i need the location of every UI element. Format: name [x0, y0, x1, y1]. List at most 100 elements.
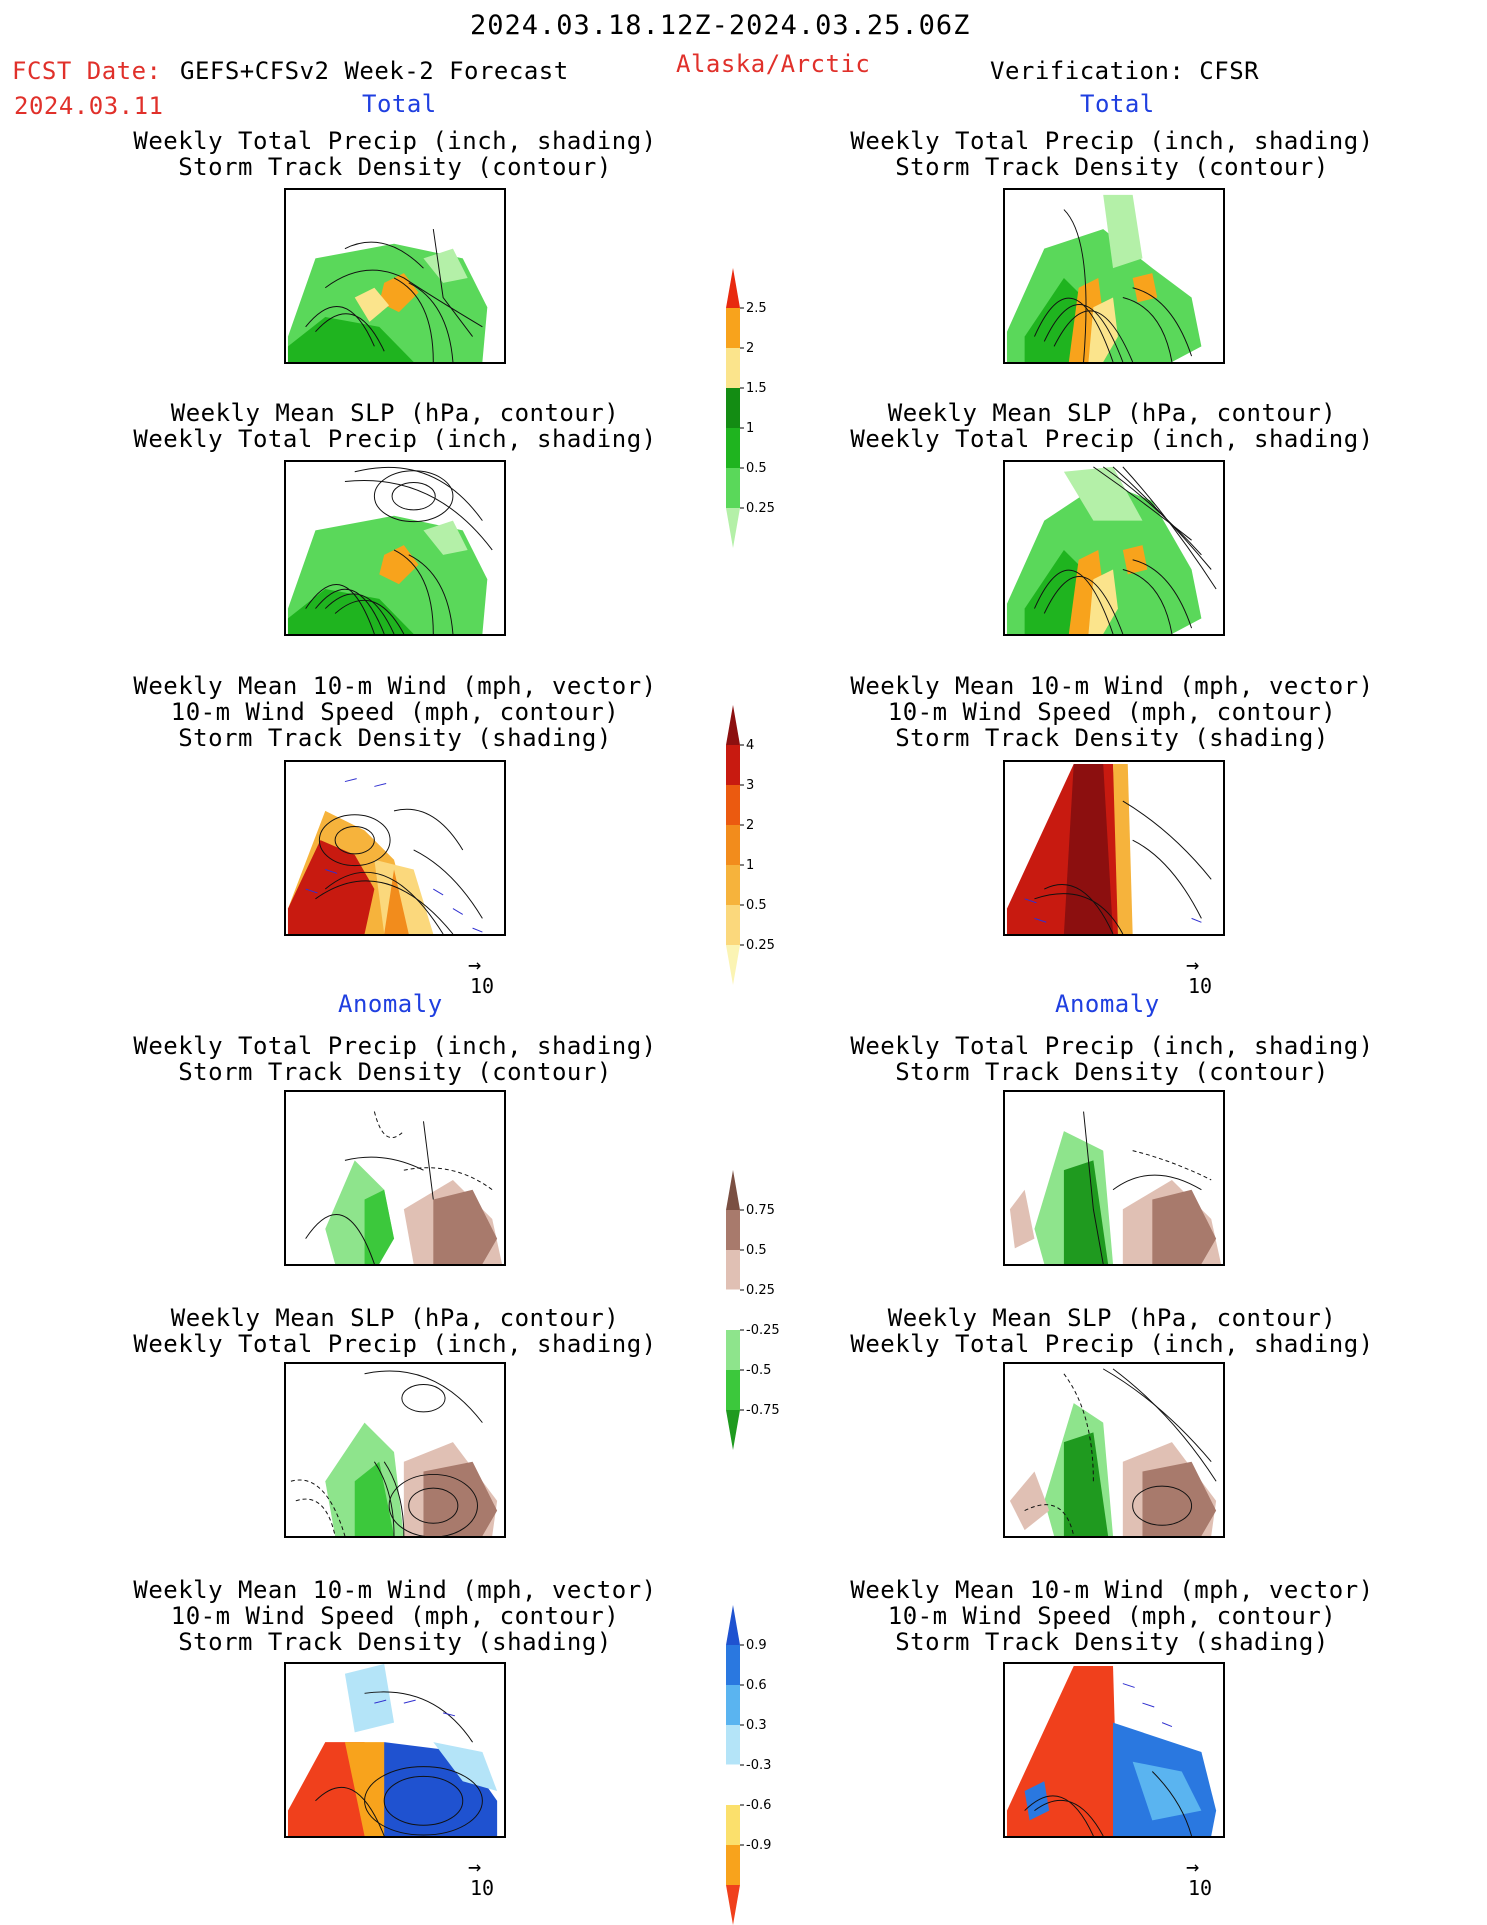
title-line: Weekly Mean 10-m Wind (mph, vector): [133, 1576, 657, 1604]
colorbar-tick-label: 0.9: [746, 1638, 767, 1653]
colorbar-tick-label: -0.75: [746, 1403, 780, 1418]
region-label: Alaska/Arctic: [676, 50, 871, 78]
fcst-date-value: 2024.03.11: [14, 92, 164, 120]
colorbar-segment: [726, 508, 740, 548]
title-line: Weekly Total Precip (inch, shading): [850, 1032, 1374, 1060]
colorbar-segment: [726, 428, 740, 468]
title-line: 10-m Wind Speed (mph, contour): [887, 698, 1337, 726]
vector-key-total-left: → 10: [468, 955, 495, 999]
arrow-icon: →: [1186, 1855, 1200, 1880]
colorbar-tick-label: 0.25: [746, 938, 775, 953]
title-line: 10-m Wind Speed (mph, contour): [170, 1602, 620, 1630]
title-line: Weekly Total Precip (inch, shading): [850, 1330, 1374, 1358]
colorbar-precip-total: 2.5 2 1.5 1 0.5 0.25: [724, 268, 814, 558]
title-line: Weekly Total Precip (inch, shading): [850, 425, 1374, 453]
title-line: Weekly Mean SLP (hPa, contour): [170, 399, 620, 427]
colorbar-segment: [725, 1764, 741, 1806]
colorbar-tick-label: 2: [746, 341, 754, 356]
colorbar-segment: [726, 388, 740, 428]
colorbar-segment: [726, 945, 740, 985]
colorbar-segment: [726, 825, 740, 865]
colorbar-tick-label: 1: [746, 421, 754, 436]
map-precip-anomaly-forecast: [284, 1090, 506, 1266]
colorbar-segment: [726, 865, 740, 905]
colorbar-segment: [726, 1410, 740, 1450]
title-wind-total-right: Weekly Mean 10-m Wind (mph, vector) 10-m…: [812, 673, 1412, 751]
colorbar-tick-label: 0.5: [746, 461, 767, 476]
colorbar-tick-label: -0.5: [746, 1363, 771, 1378]
colorbar-tick-label: 0.5: [746, 898, 767, 913]
colorbar-tick-label: -0.25: [746, 1323, 780, 1338]
colorbar-segment: [726, 1845, 740, 1885]
colorbar-segment: [726, 348, 740, 388]
title-line: Weekly Mean SLP (hPa, contour): [887, 1304, 1337, 1332]
colorbar-tick-label: 0.25: [746, 1283, 775, 1298]
vector-key-label: 10: [470, 1876, 495, 1900]
section-anomaly-right: Anomaly: [1055, 990, 1160, 1018]
colorbar-segment: [726, 308, 740, 348]
colorbar-tick-label: 1: [746, 858, 754, 873]
map-slp-anomaly-verification: [1003, 1362, 1225, 1538]
colorbar-segment: [725, 1289, 741, 1331]
map-wind-anomaly-verification: [1003, 1662, 1225, 1838]
title-line: Storm Track Density (shading): [895, 1628, 1329, 1656]
map-wind-anomaly-forecast: [284, 1662, 506, 1838]
vector-key-label: 10: [470, 974, 495, 998]
colorbar-storm-total: 4 3 2 1 0.5 0.25: [724, 705, 814, 995]
title-line: Storm Track Density (shading): [895, 724, 1329, 752]
colorbar-tick-label: 0.3: [746, 1718, 767, 1733]
colorbar-segment: [726, 1725, 740, 1765]
vector-key-label: 10: [1188, 974, 1213, 998]
title-line: Storm Track Density (contour): [178, 153, 612, 181]
colorbar-segment: [726, 1685, 740, 1725]
section-total-left: Total: [362, 90, 437, 118]
colorbar-tick-label: 2: [746, 818, 754, 833]
colorbar-segment: [726, 1170, 740, 1210]
colorbar-storm-anomaly: 0.9 0.6 0.3 -0.3 -0.6 -0.9: [724, 1605, 814, 1925]
title-wind-anom-right: Weekly Mean 10-m Wind (mph, vector) 10-m…: [812, 1577, 1412, 1655]
title-precip-total-right: Weekly Total Precip (inch, shading) Stor…: [812, 128, 1412, 180]
title-slp-anom-left: Weekly Mean SLP (hPa, contour) Weekly To…: [95, 1305, 695, 1357]
map-wind-total-forecast: [284, 760, 506, 936]
colorbar-segment: [726, 705, 740, 745]
colorbar-tick-label: 0.25: [746, 501, 775, 516]
colorbar-segment: [726, 1605, 740, 1645]
title-wind-total-left: Weekly Mean 10-m Wind (mph, vector) 10-m…: [95, 673, 695, 751]
title-line: Weekly Total Precip (inch, shading): [133, 425, 657, 453]
vector-key-total-right: → 10: [1186, 953, 1213, 999]
colorbar-segment: [726, 1330, 740, 1370]
colorbar-segment: [726, 785, 740, 825]
title-slp-total-right: Weekly Mean SLP (hPa, contour) Weekly To…: [812, 400, 1412, 452]
title-slp-total-left: Weekly Mean SLP (hPa, contour) Weekly To…: [95, 400, 695, 452]
date-range-title: 2024.03.18.12Z-2024.03.25.06Z: [470, 10, 971, 41]
map-precip-anomaly-verification: [1003, 1090, 1225, 1266]
colorbar-segment: [726, 1250, 740, 1290]
vector-key-anomaly-left: → 10: [468, 1857, 495, 1901]
title-precip-total-left: Weekly Total Precip (inch, shading) Stor…: [95, 128, 695, 180]
title-line: 10-m Wind Speed (mph, contour): [887, 1602, 1337, 1630]
colorbar-tick-label: 0.6: [746, 1678, 767, 1693]
verification-label: Verification: CFSR: [990, 57, 1260, 85]
title-line: Storm Track Density (shading): [178, 724, 612, 752]
title-line: Weekly Mean SLP (hPa, contour): [887, 399, 1337, 427]
title-line: Weekly Total Precip (inch, shading): [850, 127, 1374, 155]
colorbar-segment: [726, 268, 740, 308]
map-precip-total-verification: [1003, 188, 1225, 364]
title-line: 10-m Wind Speed (mph, contour): [170, 698, 620, 726]
map-wind-total-verification: [1003, 760, 1225, 936]
colorbar-tick-label: 2.5: [746, 301, 767, 316]
title-line: Storm Track Density (contour): [895, 1058, 1329, 1086]
colorbar-segment: [726, 1805, 740, 1845]
title-line: Weekly Mean SLP (hPa, contour): [170, 1304, 620, 1332]
fcst-date-label: FCST Date:: [12, 57, 162, 85]
fcst-model-label: GEFS+CFSv2 Week-2 Forecast: [180, 57, 569, 85]
colorbar-tick-label: 1.5: [746, 381, 767, 396]
colorbar-segment: [726, 1645, 740, 1685]
arrow-icon: →: [1186, 953, 1200, 978]
title-wind-anom-left: Weekly Mean 10-m Wind (mph, vector) 10-m…: [95, 1577, 695, 1655]
title-line: Storm Track Density (contour): [178, 1058, 612, 1086]
colorbar-segment: [726, 905, 740, 945]
colorbar-tick-label: -0.9: [746, 1838, 771, 1853]
title-precip-anom-left: Weekly Total Precip (inch, shading) Stor…: [95, 1033, 695, 1085]
title-line: Weekly Total Precip (inch, shading): [133, 1330, 657, 1358]
